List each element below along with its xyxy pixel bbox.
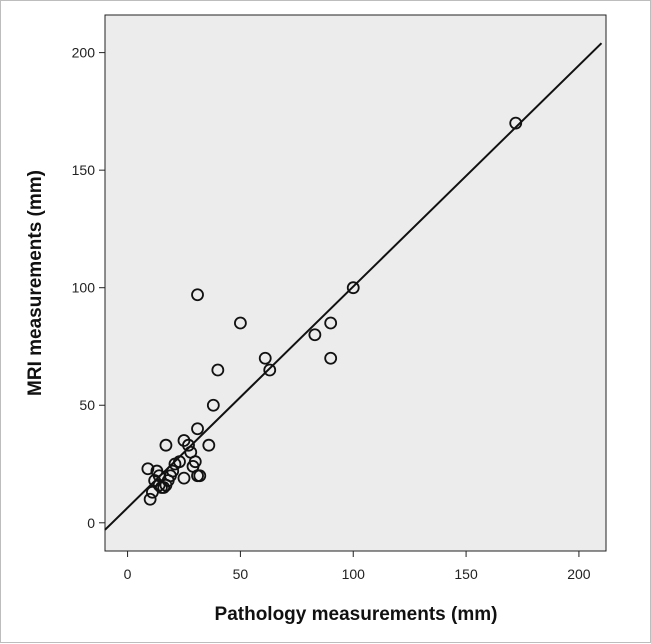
data-point <box>143 492 157 506</box>
data-point <box>148 474 162 487</box>
data-point <box>509 116 523 130</box>
data-point <box>186 459 200 473</box>
y-tick-label: 100 <box>72 280 96 296</box>
data-point <box>234 316 247 330</box>
data-point <box>324 316 338 330</box>
x-tick-label: 0 <box>124 566 132 582</box>
y-tick-label: 50 <box>79 397 95 413</box>
data-point <box>177 471 191 485</box>
y-axis: 0 50 100 150 200 <box>72 45 105 531</box>
data-point <box>191 422 204 436</box>
y-axis-title: MRI measurements (mm) <box>25 170 46 396</box>
y-tick-label: 0 <box>87 515 95 531</box>
data-point <box>263 363 277 377</box>
x-tick-label: 50 <box>233 566 249 582</box>
data-point <box>150 464 164 478</box>
data-point <box>191 288 204 302</box>
data-point <box>159 438 173 452</box>
data-point <box>308 328 322 342</box>
data-point <box>168 457 182 471</box>
data-point <box>258 351 272 365</box>
x-tick-label: 200 <box>567 566 591 582</box>
x-axis-title: Pathology measurements (mm) <box>215 604 498 625</box>
data-point <box>206 398 220 412</box>
data-points <box>141 116 523 506</box>
data-point <box>324 351 338 365</box>
x-axis: 0 50 100 150 200 <box>124 551 591 582</box>
x-tick-label: 100 <box>342 566 366 582</box>
y-tick-label: 200 <box>72 45 96 61</box>
y-tick-label: 150 <box>72 162 96 178</box>
data-point <box>193 469 207 483</box>
data-point <box>145 485 159 499</box>
data-point <box>184 445 198 459</box>
data-point <box>177 434 191 447</box>
x-tick-label: 150 <box>454 566 478 582</box>
data-point <box>141 462 155 476</box>
data-point <box>202 438 216 452</box>
data-point <box>211 363 225 377</box>
data-point <box>346 281 360 295</box>
